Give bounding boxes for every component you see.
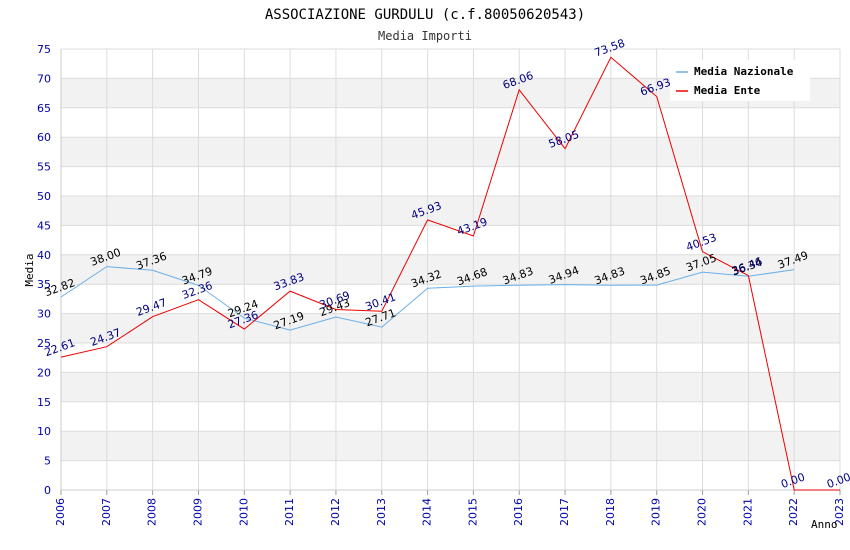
x-axis-label: Anno bbox=[811, 518, 838, 531]
band bbox=[61, 196, 840, 226]
y-tick-label: 60 bbox=[37, 131, 51, 144]
x-tick-label: 2008 bbox=[146, 498, 159, 526]
x-tick-label: 2013 bbox=[375, 498, 388, 526]
series-line-media-ente bbox=[60, 56, 840, 491]
band bbox=[61, 254, 840, 285]
band bbox=[61, 313, 840, 343]
y-tick-label: 30 bbox=[37, 308, 51, 321]
background-bands bbox=[61, 78, 840, 461]
x-tick-label: 2010 bbox=[237, 498, 250, 526]
x-tick-label: 2019 bbox=[650, 498, 663, 526]
legend-label-media-ente: Media Ente bbox=[694, 84, 761, 97]
y-tick-label: 20 bbox=[37, 366, 51, 379]
band bbox=[61, 431, 840, 461]
x-tick-label: 2018 bbox=[604, 498, 617, 526]
x-tick-label: 2011 bbox=[283, 498, 296, 526]
x-tick-label: 2006 bbox=[54, 498, 67, 526]
series-lines bbox=[60, 56, 840, 491]
x-tick-label: 2007 bbox=[100, 498, 113, 526]
y-tick-label: 65 bbox=[37, 102, 51, 115]
x-tick-label: 2009 bbox=[191, 498, 204, 526]
chart-subtitle: Media Importi bbox=[378, 29, 472, 43]
data-label-media-ente: 73.58 bbox=[593, 37, 627, 60]
y-tick-label: 75 bbox=[37, 43, 51, 56]
y-tick-label: 25 bbox=[37, 337, 51, 350]
y-tick-label: 10 bbox=[37, 425, 51, 438]
x-tick-label: 2022 bbox=[787, 498, 800, 526]
x-tick-label: 2015 bbox=[466, 498, 479, 526]
x-tick-label: 2014 bbox=[421, 498, 434, 526]
band bbox=[61, 372, 840, 402]
band bbox=[61, 137, 840, 167]
y-tick-label: 0 bbox=[44, 484, 51, 497]
x-tick-labels: 2006 2007 2008 2009 2010 2011 2012 2013 2014 2015… bbox=[54, 498, 846, 526]
y-tick-label: 45 bbox=[37, 219, 51, 232]
y-tick-label: 5 bbox=[44, 455, 51, 468]
y-tick-label: 40 bbox=[37, 249, 51, 262]
y-tick-label: 50 bbox=[37, 190, 51, 203]
y-tick-label: 15 bbox=[37, 396, 51, 409]
legend-box bbox=[670, 60, 810, 101]
chart-title: ASSOCIAZIONE GURDULU (c.f.80050620543) bbox=[265, 7, 585, 23]
series-line-media-nazionale bbox=[60, 266, 795, 331]
x-tick-label: 2017 bbox=[558, 498, 571, 526]
x-tick-label: 2020 bbox=[696, 498, 709, 526]
data-label-media-ente: 40.53 bbox=[684, 231, 718, 254]
data-label-media-ente: 0.00 bbox=[779, 470, 806, 491]
y-tick-labels: 0 5 10 15 20 25 30 35 40 45 50 55 60 65 70 75 bbox=[37, 43, 51, 497]
x-tick-label: 2021 bbox=[741, 498, 754, 526]
x-tick-label: 2016 bbox=[512, 498, 525, 526]
legend: Media Nazionale Media Ente bbox=[670, 60, 810, 101]
y-axis-label: Media bbox=[23, 253, 36, 286]
x-tick-label: 2012 bbox=[329, 498, 342, 526]
axes bbox=[60, 49, 841, 495]
y-tick-label: 35 bbox=[37, 278, 51, 291]
data-label-media-ente: 0.00 bbox=[825, 470, 850, 491]
x-tick-label: 2023 bbox=[833, 498, 846, 526]
y-tick-label: 55 bbox=[37, 161, 51, 174]
y-tick-label: 70 bbox=[37, 72, 51, 85]
legend-label-media-nazionale: Media Nazionale bbox=[694, 65, 794, 78]
gridlines bbox=[60, 48, 841, 491]
